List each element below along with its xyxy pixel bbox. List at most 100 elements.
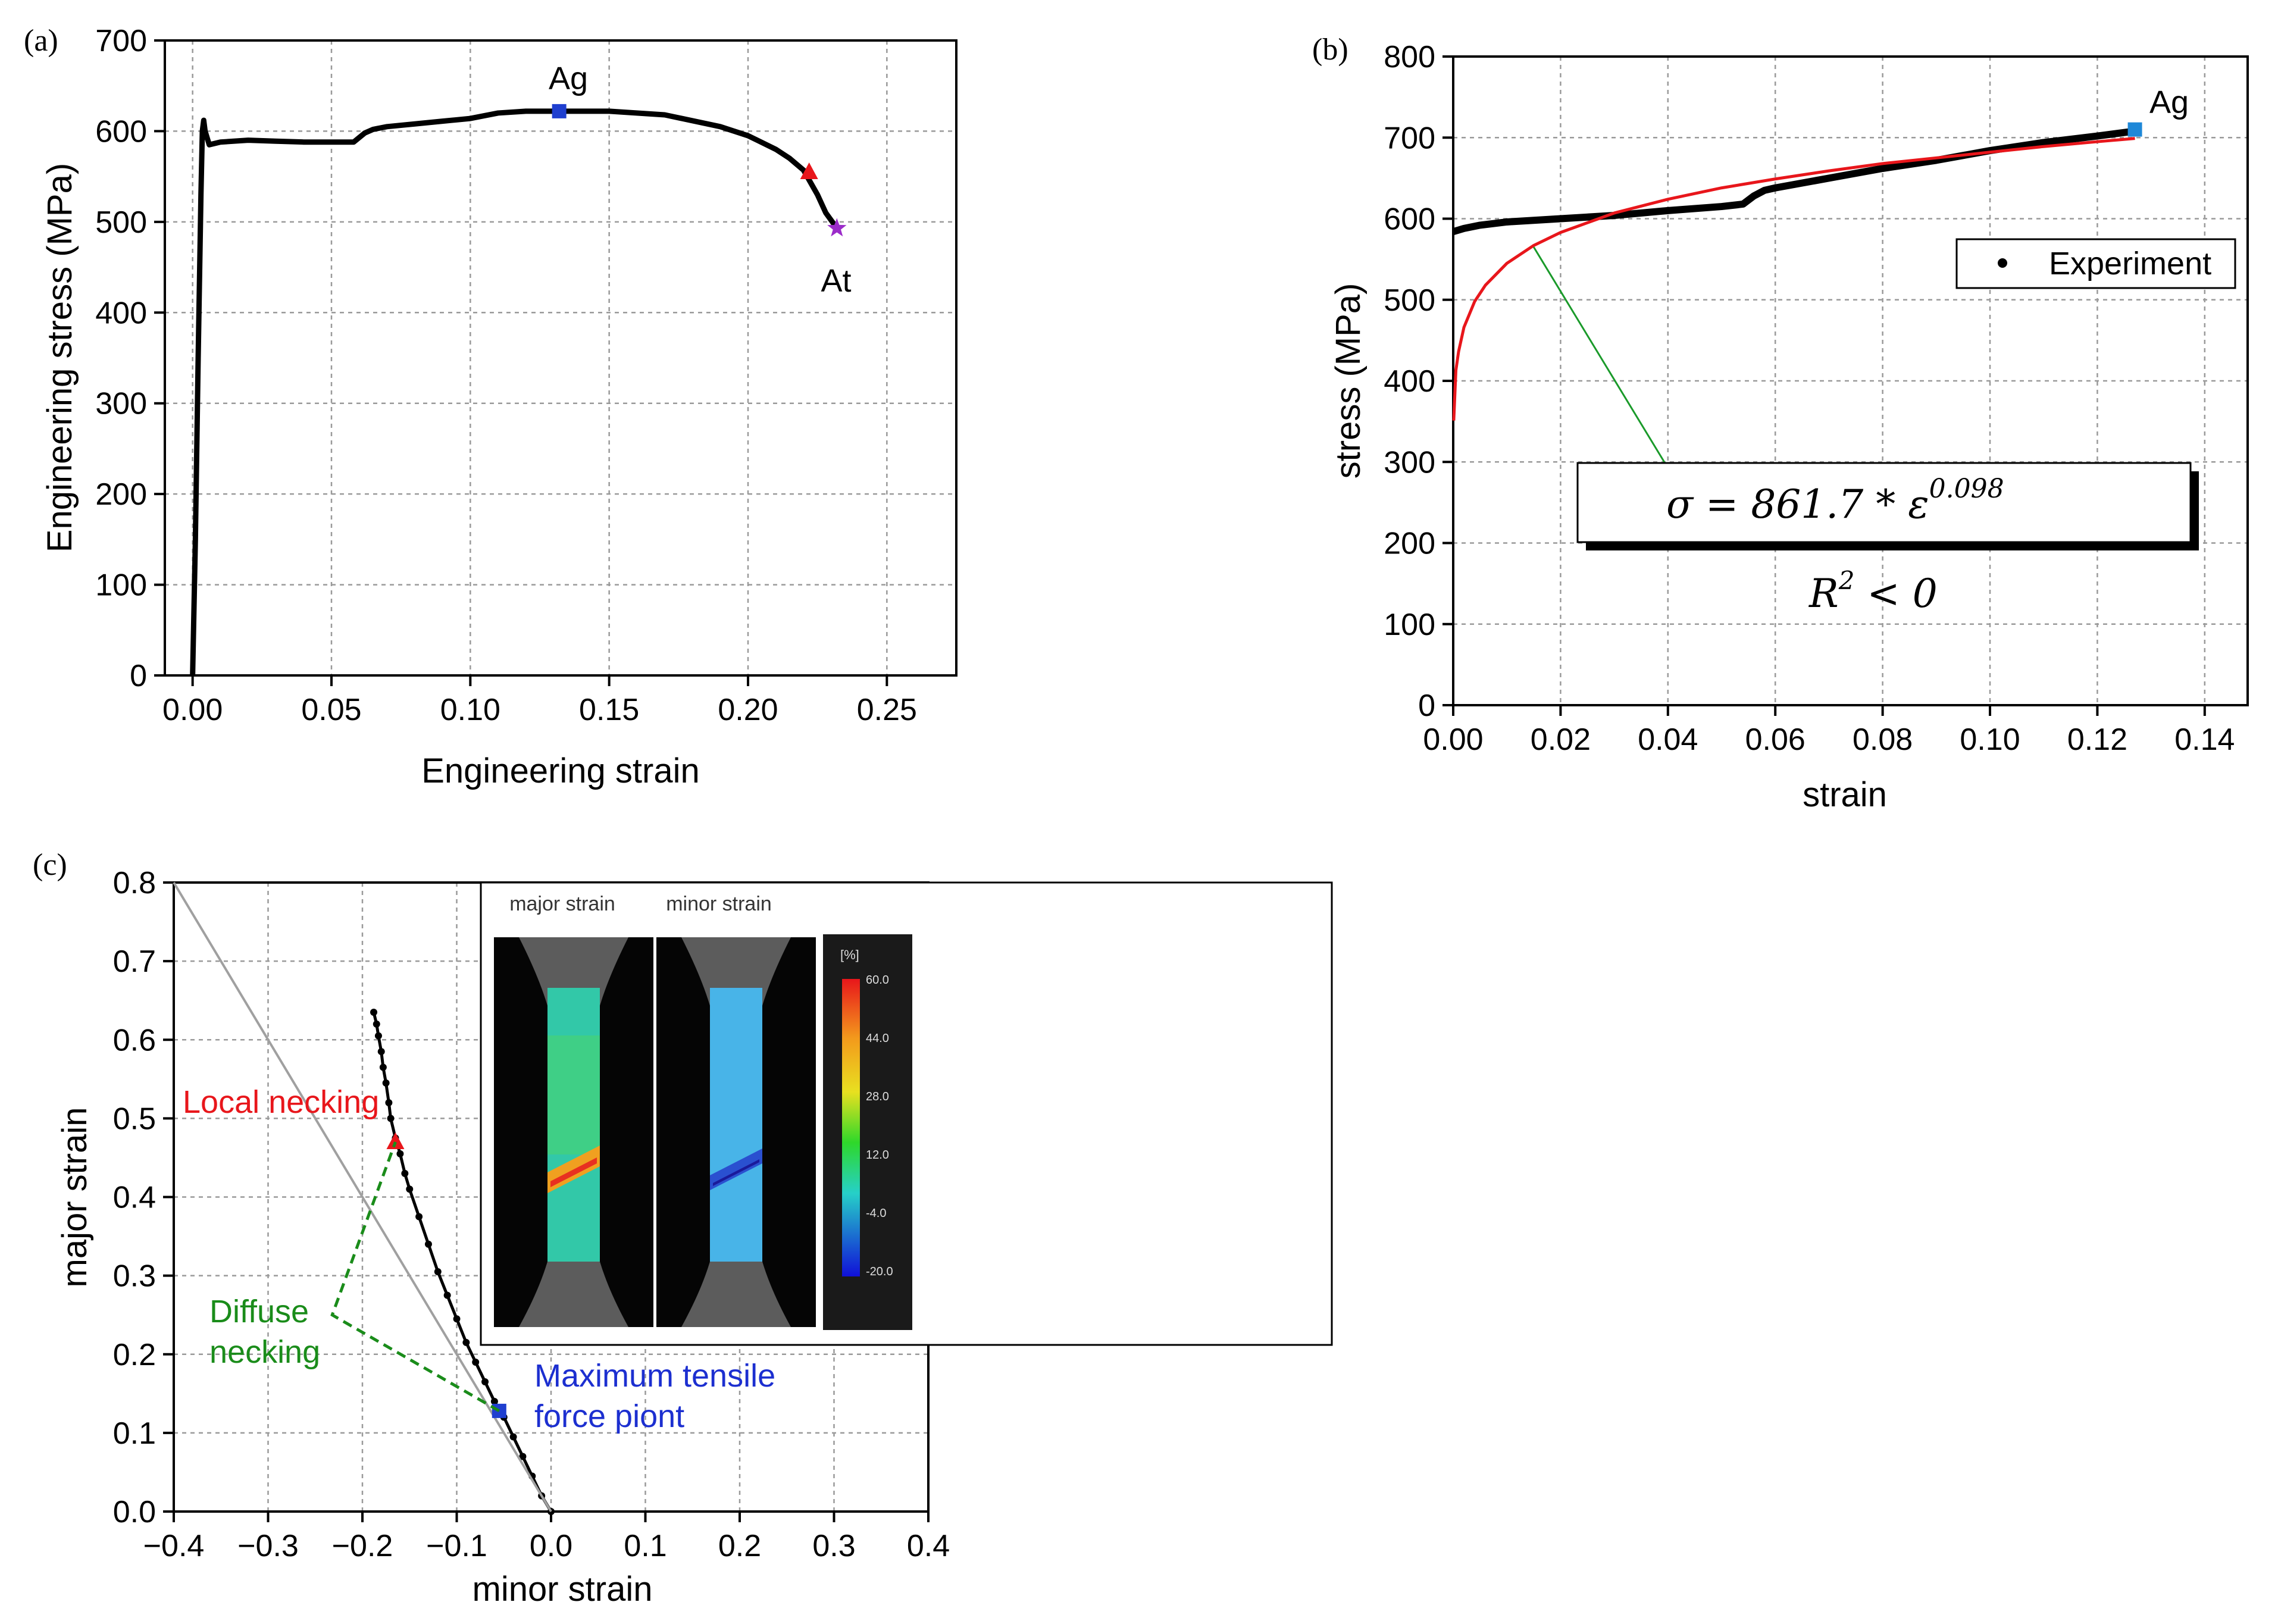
panel-b-grid — [1453, 57, 2248, 705]
specimen-major-strain-map — [494, 937, 653, 1327]
x-tick-label: 0.12 — [2067, 722, 2127, 757]
panel-a-engineering-stress-strain: (a) 0.00 0.05 0.10 0.15 0.20 0.25 0 100 200 300 40… — [24, 24, 957, 790]
x-tick-label: −0.1 — [426, 1529, 487, 1563]
panel-c-plot-area — [173, 881, 555, 1515]
y-tick-label: 300 — [95, 387, 147, 421]
panel-a-ticks: 0.00 0.05 0.10 0.15 0.20 0.25 0 100 200 300 400 500… — [95, 24, 917, 727]
diffuse-necking-label-line2: necking — [209, 1334, 320, 1370]
panel-b-legend: Experiment — [1955, 238, 2236, 289]
colorbar-tick-label: -4.0 — [866, 1207, 886, 1220]
y-tick-label: 700 — [1384, 121, 1435, 155]
colorbar-tick-label: 12.0 — [866, 1149, 889, 1162]
x-tick-label: 0.3 — [812, 1529, 855, 1563]
panel-a-tag: (a) — [24, 24, 58, 58]
max-tensile-label-line1: Maximum tensile — [534, 1358, 775, 1394]
x-tick-label: 0.04 — [1638, 722, 1698, 757]
colorbar-tick-label: -20.0 — [866, 1265, 893, 1278]
y-tick-label: 500 — [95, 205, 147, 240]
y-tick-label: 0.7 — [113, 944, 156, 979]
fit-equation-exponent: 0.098 — [1929, 474, 2004, 504]
x-tick-label: 0.00 — [162, 693, 223, 727]
x-tick-label: 0.14 — [2174, 722, 2235, 757]
marker-triangle — [800, 162, 818, 180]
reference-line — [173, 881, 552, 1513]
panel-b-marker-ag-label: Ag — [2149, 85, 2189, 120]
y-tick-label: 0.8 — [113, 866, 156, 900]
x-tick-label: 0.08 — [1853, 722, 1913, 757]
panel-c-x-axis-title: minor strain — [473, 1570, 653, 1609]
fit-equation: σ = 861.7 * ε0.098 — [1666, 474, 2004, 527]
r-squared-symbol: R — [1808, 571, 1839, 617]
y-tick-label: 200 — [95, 477, 147, 512]
x-tick-label: −0.2 — [332, 1529, 393, 1563]
local-necking-label: Local necking — [183, 1084, 379, 1120]
scatter-trace — [372, 1012, 553, 1513]
legend-experiment-symbol — [1998, 258, 2007, 268]
y-tick-label: 0.4 — [113, 1181, 156, 1215]
marker-triangle — [386, 1132, 405, 1150]
x-tick-label: 0.10 — [1960, 722, 2020, 757]
x-tick-label: 0.02 — [1531, 722, 1591, 757]
panel-c-forming-limit-path: (c) −0.4 −0.3 −0.2 −0.1 0.0 0.1 0.2 0.3 0.4 0.0 0.… — [33, 848, 1333, 1609]
y-tick-label: 500 — [1384, 283, 1435, 318]
x-tick-label: −0.4 — [143, 1529, 205, 1563]
x-tick-label: 0.1 — [624, 1529, 666, 1563]
x-tick-label: 0.06 — [1745, 722, 1805, 757]
r-squared-rest: < 0 — [1854, 571, 1937, 617]
annotation-arrow — [1533, 246, 1681, 487]
colorbar-unit: [%] — [840, 947, 859, 962]
x-tick-label: 0.10 — [440, 693, 500, 727]
x-tick-label: 0.05 — [301, 693, 361, 727]
x-tick-label: 0.15 — [579, 693, 639, 727]
x-tick-label: 0.20 — [718, 693, 778, 727]
r-squared-exponent: 2 — [1838, 566, 1855, 595]
y-tick-label: 0.6 — [113, 1023, 156, 1057]
y-tick-label: 800 — [1384, 40, 1435, 74]
inset-major-strain-label: major strain — [509, 893, 615, 915]
strain-colorbar: [%] 60.0 44.0 28.0 12.0 -4.0 -20.0 — [823, 934, 912, 1330]
max-tensile-label-line2: force piont — [534, 1398, 684, 1434]
y-tick-label: 600 — [95, 114, 147, 149]
panel-c-y-axis-title: major strain — [55, 1107, 94, 1288]
panel-b-x-axis-title: strain — [1803, 775, 1887, 814]
marker-square — [2127, 122, 2142, 137]
y-tick-label: 200 — [1384, 527, 1435, 561]
y-tick-label: 0.2 — [113, 1338, 156, 1372]
panel-a-plot-area — [190, 104, 847, 676]
series-line — [190, 108, 839, 676]
panel-b-tag: (b) — [1312, 33, 1348, 67]
y-tick-label: 100 — [1384, 608, 1435, 642]
panel-a-frame — [164, 39, 957, 677]
y-tick-label: 0 — [1418, 689, 1435, 723]
y-tick-label: 0.0 — [113, 1495, 156, 1529]
experiment-line — [1452, 127, 2136, 236]
panel-a-y-axis-title: Engineering stress (MPa) — [40, 163, 79, 552]
y-tick-label: 400 — [1384, 364, 1435, 399]
panel-a-grid — [165, 40, 956, 675]
marker-square — [552, 104, 567, 118]
y-tick-label: 300 — [1384, 445, 1435, 480]
y-tick-label: 0.1 — [113, 1416, 156, 1451]
y-tick-label: 0.3 — [113, 1259, 156, 1294]
panel-b-true-stress-strain-fit: (b) 0.00 0.02 0.04 0.06 0.08 0.10 0.12 0.14 0 100… — [1312, 33, 2249, 814]
panel-c-ticks: −0.4 −0.3 −0.2 −0.1 0.0 0.1 0.2 0.3 0.4 0.0 0.1 0.2… — [113, 866, 950, 1563]
r-squared: R2 < 0 — [1808, 566, 1938, 617]
colorbar-tick-label: 60.0 — [866, 974, 889, 987]
y-tick-label: 400 — [95, 296, 147, 330]
specimen-minor-strain-map — [656, 937, 816, 1327]
diffuse-necking-path — [330, 1141, 500, 1413]
x-tick-label: 0.0 — [530, 1529, 572, 1563]
panel-a-marker-ag-label: Ag — [549, 61, 588, 96]
x-tick-label: 0.4 — [907, 1529, 950, 1563]
y-tick-label: 0 — [130, 659, 147, 693]
panel-c-tag: (c) — [33, 848, 67, 882]
x-tick-label: 0.00 — [1423, 722, 1483, 757]
y-tick-label: 100 — [95, 568, 147, 603]
fit-equation-main: σ = 861.7 * ε — [1666, 481, 1929, 527]
colorbar-tick-label: 28.0 — [866, 1090, 889, 1103]
diffuse-necking-label-line1: Diffuse — [209, 1294, 309, 1329]
x-tick-label: 0.2 — [718, 1529, 761, 1563]
x-tick-label: −0.3 — [237, 1529, 299, 1563]
colorbar-ticks: 60.0 44.0 28.0 12.0 -4.0 -20.0 — [866, 974, 893, 1278]
